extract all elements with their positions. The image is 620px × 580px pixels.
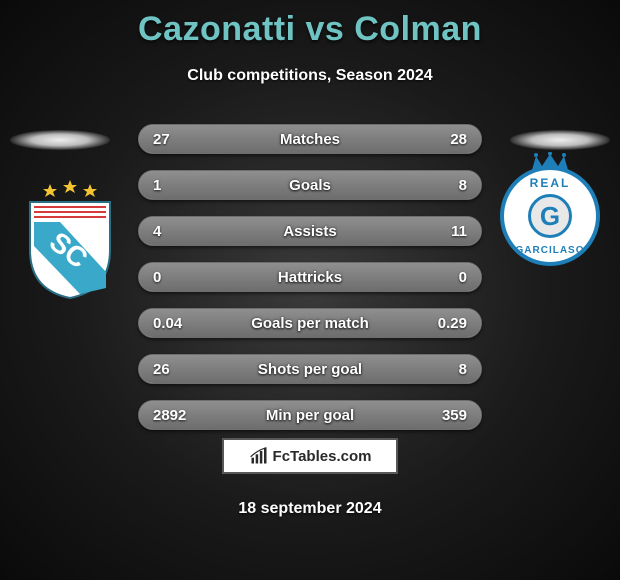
badge-text-bottom: GARCILASO — [504, 245, 596, 256]
stat-value-right: 28 — [450, 125, 467, 153]
stat-row: 0 Hattricks 0 — [138, 262, 482, 292]
sporting-cristal-icon: SC — [20, 180, 120, 300]
stat-value-right: 359 — [442, 401, 467, 429]
infographic-root: Cazonatti vs Colman Club competitions, S… — [0, 0, 620, 580]
right-club-badge: REAL G GARCILASO — [500, 166, 600, 266]
stat-row: 26 Shots per goal 8 — [138, 354, 482, 384]
real-garcilaso-icon: REAL G GARCILASO — [500, 166, 600, 266]
stat-row: 1 Goals 8 — [138, 170, 482, 200]
brand-label: FcTables.com — [273, 448, 372, 465]
date-label: 18 september 2024 — [0, 500, 620, 518]
subtitle: Club competitions, Season 2024 — [0, 67, 620, 85]
stat-label: Assists — [139, 217, 481, 245]
stat-value-right: 8 — [459, 171, 467, 199]
left-club-badge: SC — [20, 180, 120, 280]
stat-rows: 27 Matches 28 1 Goals 8 4 Assists 11 — [138, 124, 482, 446]
badge-letter: G — [528, 194, 572, 238]
page-title: Cazonatti vs Colman — [0, 0, 620, 49]
stat-value-right: 8 — [459, 355, 467, 383]
stat-row: 4 Assists 11 — [138, 216, 482, 246]
stat-label: Goals — [139, 171, 481, 199]
stat-label: Hattricks — [139, 263, 481, 291]
stat-value-right: 0.29 — [438, 309, 467, 337]
stat-row: 0.04 Goals per match 0.29 — [138, 308, 482, 338]
stat-label: Min per goal — [139, 401, 481, 429]
bar-chart-icon — [249, 446, 269, 466]
stat-value-right: 0 — [459, 263, 467, 291]
badge-text-top: REAL — [504, 176, 596, 190]
stat-label: Matches — [139, 125, 481, 153]
stat-value-right: 11 — [451, 217, 467, 245]
stat-label: Shots per goal — [139, 355, 481, 383]
shadow-ellipse-left — [10, 130, 110, 150]
stat-row: 27 Matches 28 — [138, 124, 482, 154]
stat-row: 2892 Min per goal 359 — [138, 400, 482, 430]
brand-box: FcTables.com — [222, 438, 398, 474]
shadow-ellipse-right — [510, 130, 610, 150]
stat-label: Goals per match — [139, 309, 481, 337]
